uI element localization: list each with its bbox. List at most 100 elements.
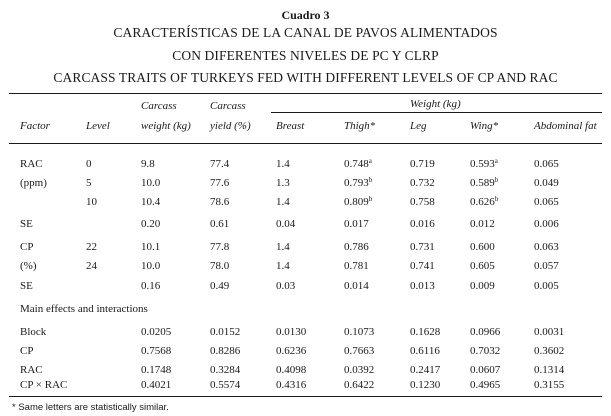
bottom-rule (9, 396, 602, 397)
spanish-title-line-2: CON DIFERENTES NIVELES DE PC Y CLRP (172, 48, 439, 63)
header-factor: Factor (20, 120, 50, 132)
cell-wing: 0.7032 (470, 345, 501, 357)
cell-thigh: 0.0392 (344, 364, 375, 376)
cell-wing: 0.605 (470, 260, 495, 272)
cell-abdominal-fat: 0.049 (534, 177, 559, 189)
cell-wing: 0.012 (470, 218, 495, 230)
cell-carcass-yield: 0.0152 (210, 326, 241, 338)
cell-level: 10 (86, 196, 97, 208)
cell-carcass-yield: 0.3284 (210, 364, 241, 376)
header-level: Level (86, 120, 110, 132)
header-abdominal-fat: Abdominal fat (534, 120, 597, 132)
cell-breast: 0.6236 (276, 345, 307, 357)
header-bottom-rule (9, 143, 602, 144)
cell-leg: 0.016 (410, 218, 435, 230)
cell-carcass-weight: 10.0 (141, 177, 161, 189)
cell-carcass-yield: 77.4 (210, 158, 230, 170)
cell-abdominal-fat: 0.005 (534, 280, 559, 292)
cell-abdominal-fat: 0.063 (534, 241, 559, 253)
cell-breast: 1.4 (276, 158, 290, 170)
cell-carcass-weight: 10.0 (141, 260, 161, 272)
cell-factor: RAC (20, 364, 43, 376)
cell-factor: CP (20, 345, 34, 357)
cell-breast: 1.3 (276, 177, 290, 189)
cell-level: 22 (86, 241, 97, 253)
footnote: * Same letters are statistically similar… (12, 402, 169, 413)
cell-leg: 0.732 (410, 177, 435, 189)
cell-level: 5 (86, 177, 92, 189)
cell-factor: (%) (20, 260, 37, 272)
section-label-main-effects: Main effects and interactions (20, 303, 148, 315)
cell-breast: 1.4 (276, 241, 290, 253)
cell-abdominal-fat: 0.057 (534, 260, 559, 272)
header-wing: Wing* (470, 120, 499, 132)
cell-level: 0 (86, 158, 92, 170)
cell-leg: 0.758 (410, 196, 435, 208)
cell-thigh: 0.014 (344, 280, 369, 292)
cell-carcass-weight: 10.1 (141, 241, 161, 253)
cell-wing: 0.4965 (470, 379, 501, 391)
cell-level: 24 (86, 260, 97, 272)
cell-breast: 0.03 (276, 280, 296, 292)
cell-leg: 0.2417 (410, 364, 441, 376)
cell-abdominal-fat: 0.006 (534, 218, 559, 230)
cell-wing: 0.0607 (470, 364, 501, 376)
cell-wing: 0.589b (470, 176, 499, 190)
cell-thigh: 0.786 (344, 241, 369, 253)
cell-abdominal-fat: 0.065 (534, 158, 559, 170)
cell-breast: 0.4316 (276, 379, 307, 391)
cell-carcass-yield: 78.0 (210, 260, 230, 272)
cell-thigh: 0.017 (344, 218, 369, 230)
cell-factor: CP (20, 241, 34, 253)
cell-carcass-weight: 0.16 (141, 280, 161, 292)
cell-factor: CP × RAC (20, 379, 68, 391)
cell-leg: 0.719 (410, 158, 435, 170)
weight-group-rule (271, 112, 602, 113)
cell-breast: 0.0130 (276, 326, 307, 338)
cell-carcass-yield: 78.6 (210, 196, 230, 208)
cell-thigh: 0.748a (344, 157, 372, 171)
cell-factor: RAC (20, 158, 43, 170)
cell-wing: 0.593a (470, 157, 498, 171)
cell-wing: 0.009 (470, 280, 495, 292)
cell-carcass-weight: 9.8 (141, 158, 155, 170)
header-leg: Leg (410, 120, 427, 132)
cell-abdominal-fat: 0.3602 (534, 345, 565, 357)
cell-leg: 0.1628 (410, 326, 441, 338)
cell-thigh: 0.1073 (344, 326, 375, 338)
header-breast: Breast (276, 120, 305, 132)
header-carcass-weight-2: weight (kg) (141, 120, 191, 132)
cell-thigh: 0.781 (344, 260, 369, 272)
cell-breast: 1.4 (276, 196, 290, 208)
header-thigh: Thigh* (344, 120, 376, 132)
cell-carcass-weight: 0.1748 (141, 364, 172, 376)
spanish-title-line-1: CARACTERÍSTICAS DE LA CANAL DE PAVOS ALI… (113, 25, 498, 40)
top-rule (9, 93, 602, 94)
cell-thigh: 0.6422 (344, 379, 375, 391)
cell-breast: 1.4 (276, 260, 290, 272)
table-label: Cuadro 3 (281, 8, 330, 22)
cell-thigh: 0.7663 (344, 345, 375, 357)
header-carcass-yield-1: Carcass (210, 100, 246, 112)
cell-carcass-yield: 0.49 (210, 280, 230, 292)
cell-leg: 0.013 (410, 280, 435, 292)
cell-abdominal-fat: 0.065 (534, 196, 559, 208)
english-title: CARCASS TRAITS OF TURKEYS FED WITH DIFFE… (53, 70, 558, 85)
cell-factor: SE (20, 218, 33, 230)
cell-wing: 0.626b (470, 195, 499, 209)
cell-wing: 0.600 (470, 241, 495, 253)
cell-carcass-yield: 0.61 (210, 218, 230, 230)
cell-abdominal-fat: 0.0031 (534, 326, 565, 338)
cell-carcass-yield: 77.8 (210, 241, 230, 253)
cell-leg: 0.731 (410, 241, 435, 253)
cell-carcass-weight: 0.0205 (141, 326, 172, 338)
cell-carcass-yield: 0.8286 (210, 345, 241, 357)
header-weight-group: Weight (kg) (410, 98, 461, 110)
cell-carcass-yield: 77.6 (210, 177, 230, 189)
cell-carcass-weight: 10.4 (141, 196, 161, 208)
cell-thigh: 0.809b (344, 195, 373, 209)
header-carcass-yield-2: yield (%) (210, 120, 251, 132)
cell-carcass-weight: 0.4021 (141, 379, 172, 391)
cell-carcass-weight: 0.7568 (141, 345, 172, 357)
cell-breast: 0.04 (276, 218, 296, 230)
